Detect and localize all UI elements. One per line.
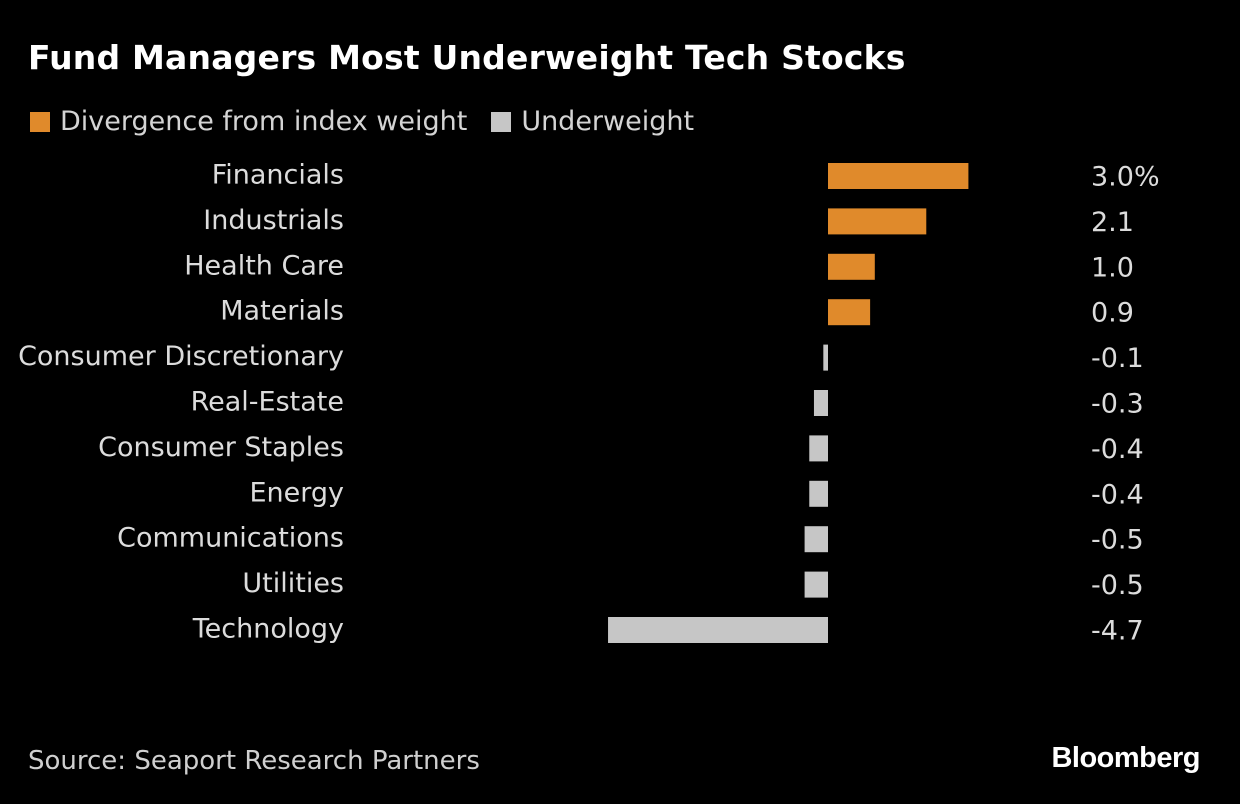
bar <box>823 344 828 371</box>
category-label: Real-Estate <box>191 387 344 418</box>
value-label: 0.9 <box>1091 298 1134 329</box>
legend: Divergence from index weight Underweight <box>30 106 718 137</box>
bloomberg-logo: Bloomberg <box>1051 742 1200 774</box>
chart-title: Fund Managers Most Underweight Tech Stoc… <box>28 38 906 77</box>
bar <box>608 617 828 643</box>
value-label: -0.4 <box>1091 479 1144 510</box>
bar <box>828 253 875 280</box>
value-label: -0.5 <box>1091 525 1144 556</box>
bar <box>813 390 828 416</box>
bar <box>809 480 828 507</box>
category-label: Financials <box>212 160 344 191</box>
category-label: Industrials <box>203 205 344 236</box>
bar <box>804 571 828 598</box>
category-label: Technology <box>192 614 344 645</box>
category-label: Energy <box>249 477 344 508</box>
category-label: Health Care <box>184 250 344 281</box>
value-label: 1.0 <box>1091 252 1134 283</box>
category-label: Consumer Staples <box>98 432 344 463</box>
bar <box>809 435 828 462</box>
legend-label-underweight: Underweight <box>521 106 695 137</box>
category-label: Consumer Discretionary <box>18 341 344 372</box>
bar <box>828 163 969 189</box>
bar <box>804 526 828 553</box>
value-label: -0.4 <box>1091 434 1144 465</box>
value-label: 3.0% <box>1091 162 1160 193</box>
bar <box>828 208 927 235</box>
legend-label-divergence: Divergence from index weight <box>60 106 468 137</box>
value-label: -0.3 <box>1091 389 1144 420</box>
bar-chart: Financials 3.0% Industrials 2.1 Health Care 1… <box>18 160 1160 647</box>
category-label: Communications <box>117 523 344 554</box>
source-note: Source: Seaport Research Partners <box>28 746 480 776</box>
category-label: Utilities <box>242 568 344 599</box>
value-label: -0.1 <box>1091 343 1144 374</box>
legend-swatch-underweight <box>491 111 512 132</box>
bar <box>828 299 871 326</box>
legend-swatch-divergence <box>30 111 50 132</box>
value-label: -4.7 <box>1091 616 1144 647</box>
legend-item-divergence: Divergence from index weight <box>30 106 467 137</box>
category-label: Materials <box>220 296 344 327</box>
value-label: -0.5 <box>1091 570 1144 601</box>
legend-item-underweight: Underweight <box>491 106 694 137</box>
value-label: 2.1 <box>1091 207 1134 238</box>
